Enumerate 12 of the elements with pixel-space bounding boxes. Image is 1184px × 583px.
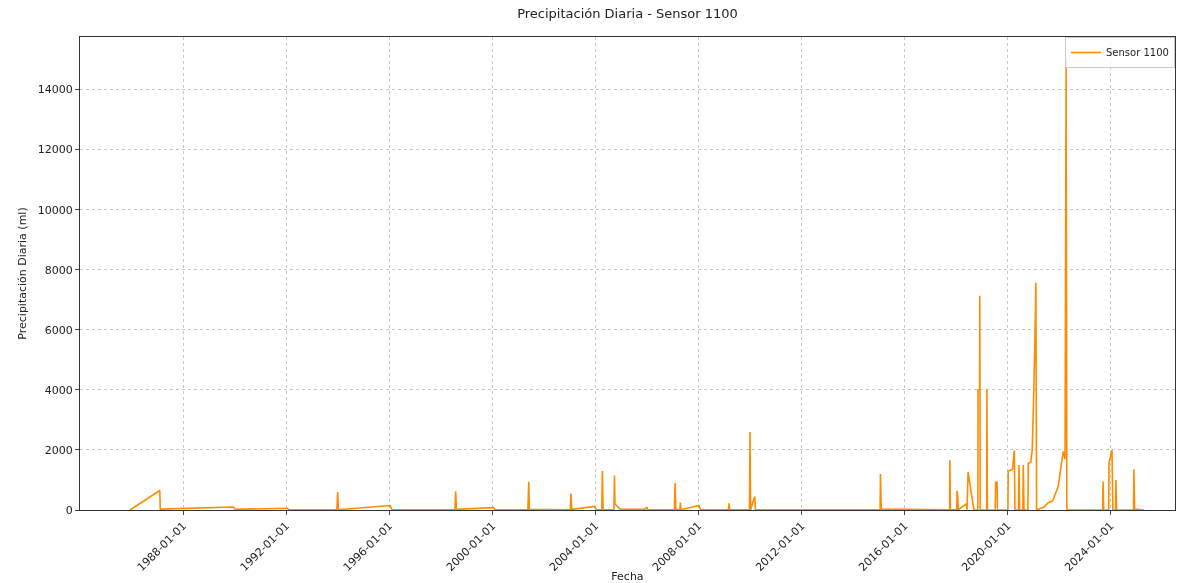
y-tick-label: 14000 bbox=[37, 83, 73, 97]
y-tick-label: 4000 bbox=[44, 383, 73, 397]
x-axis-title: Fecha bbox=[611, 570, 644, 583]
y-tick-label: 12000 bbox=[37, 143, 73, 157]
y-tick-label: 2000 bbox=[44, 443, 73, 457]
y-tick-label: 6000 bbox=[44, 323, 73, 337]
y-tick-label: 10000 bbox=[37, 203, 73, 217]
chart-title: Precipitación Diaria - Sensor 1100 bbox=[517, 5, 738, 21]
legend-label: Sensor 1100 bbox=[1106, 47, 1169, 59]
y-tick-label: 8000 bbox=[44, 263, 73, 277]
y-axis-title: Precipitación Diaria (ml) bbox=[16, 207, 30, 340]
y-tick-label: 0 bbox=[65, 503, 73, 517]
